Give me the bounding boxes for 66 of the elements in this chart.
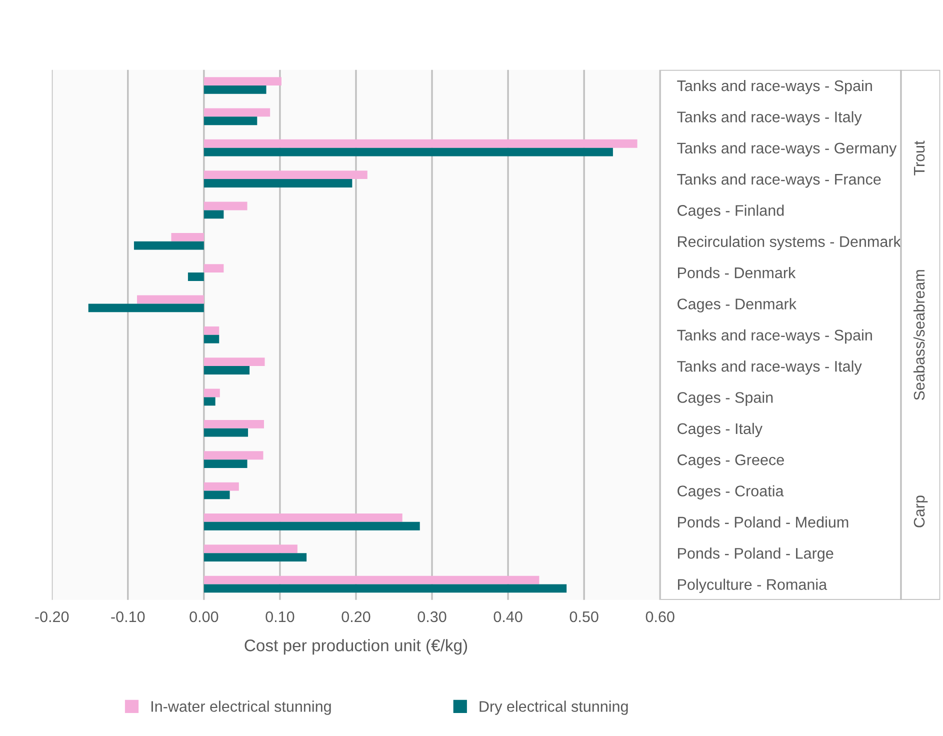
- bar: [204, 482, 239, 491]
- bar: [204, 358, 265, 366]
- legend-label: In-water electrical stunning: [152, 700, 331, 715]
- y-tick-label: Cages - Italy: [678, 422, 762, 438]
- y-tick-label: Cages - Greece: [678, 454, 784, 468]
- bar: [204, 576, 540, 584]
- legend-label: Dry electrical stunning: [480, 700, 628, 715]
- bar: [204, 334, 220, 344]
- bar: [204, 264, 224, 273]
- bar: [204, 553, 307, 562]
- y-tick-label: Polyculture - Romania: [678, 578, 828, 593]
- y-tick-label: Ponds - Poland - Large: [678, 548, 834, 562]
- bar: [204, 513, 402, 522]
- y-tick-label: Tanks and race-ways - Spain: [677, 329, 872, 344]
- text: Trout: [914, 140, 925, 176]
- y-tick-label: Tanks and race-ways - Germany: [677, 142, 897, 157]
- x-tick-label: -0.20: [35, 611, 69, 622]
- x-axis-title: Cost per production unit (€/kg): [244, 639, 468, 655]
- text: Carp: [914, 496, 928, 528]
- bar: [204, 326, 220, 335]
- y-tick-label: Ponds - Poland - Medium: [678, 516, 848, 528]
- y-tick-label: Cages - Spain: [678, 392, 773, 406]
- bar: [204, 210, 224, 219]
- y-tick-label: Cages - Finland: [678, 204, 784, 219]
- bar: [204, 460, 248, 468]
- bar: [204, 139, 638, 148]
- bar: [204, 366, 250, 374]
- bar: [204, 451, 264, 460]
- y-tick-label: Tanks and race-ways - Italy: [677, 360, 862, 375]
- bar: [171, 232, 204, 242]
- bar: [204, 148, 613, 156]
- bar: [204, 544, 298, 554]
- x-tick-label: 0.50: [570, 611, 598, 622]
- bar: [204, 86, 266, 94]
- y-tick-label: Recirculation systems - Denmark: [678, 236, 901, 250]
- bar: [204, 202, 248, 210]
- bar: [204, 584, 567, 593]
- bar: [204, 522, 420, 530]
- bar: [204, 388, 220, 398]
- bar: [204, 108, 270, 117]
- bar: [204, 397, 216, 406]
- bar: [204, 170, 368, 180]
- y-tick-label: Ponds - Denmark: [678, 267, 796, 278]
- bar: [204, 116, 258, 126]
- bar: [204, 428, 248, 437]
- x-tick-label: 0.00: [190, 611, 218, 622]
- x-tick-label: 0.60: [646, 611, 674, 622]
- bar: [137, 295, 204, 304]
- bar: [188, 272, 204, 281]
- x-tick-label: -0.10: [111, 611, 145, 622]
- y-tick-label: Tanks and race-ways - Spain: [677, 80, 872, 94]
- x-tick-label: 0.20: [342, 611, 370, 622]
- x-tick-label: 0.30: [418, 611, 446, 622]
- y-tick-label: Cages - Denmark: [678, 298, 797, 312]
- bar: [204, 490, 230, 500]
- bar: [134, 241, 204, 250]
- bar: [88, 304, 204, 312]
- x-tick-label: 0.10: [266, 611, 294, 622]
- bar: [204, 179, 352, 188]
- y-tick-label: Tanks and race-ways - Italy: [677, 111, 862, 126]
- text: Seabass/seabream: [913, 270, 925, 400]
- x-tick-label: 0.40: [494, 611, 522, 622]
- bar: [204, 77, 282, 86]
- y-tick-label: Tanks and race-ways - France: [677, 173, 881, 188]
- y-tick-label: Cages - Croatia: [678, 485, 784, 500]
- bar: [204, 420, 264, 428]
